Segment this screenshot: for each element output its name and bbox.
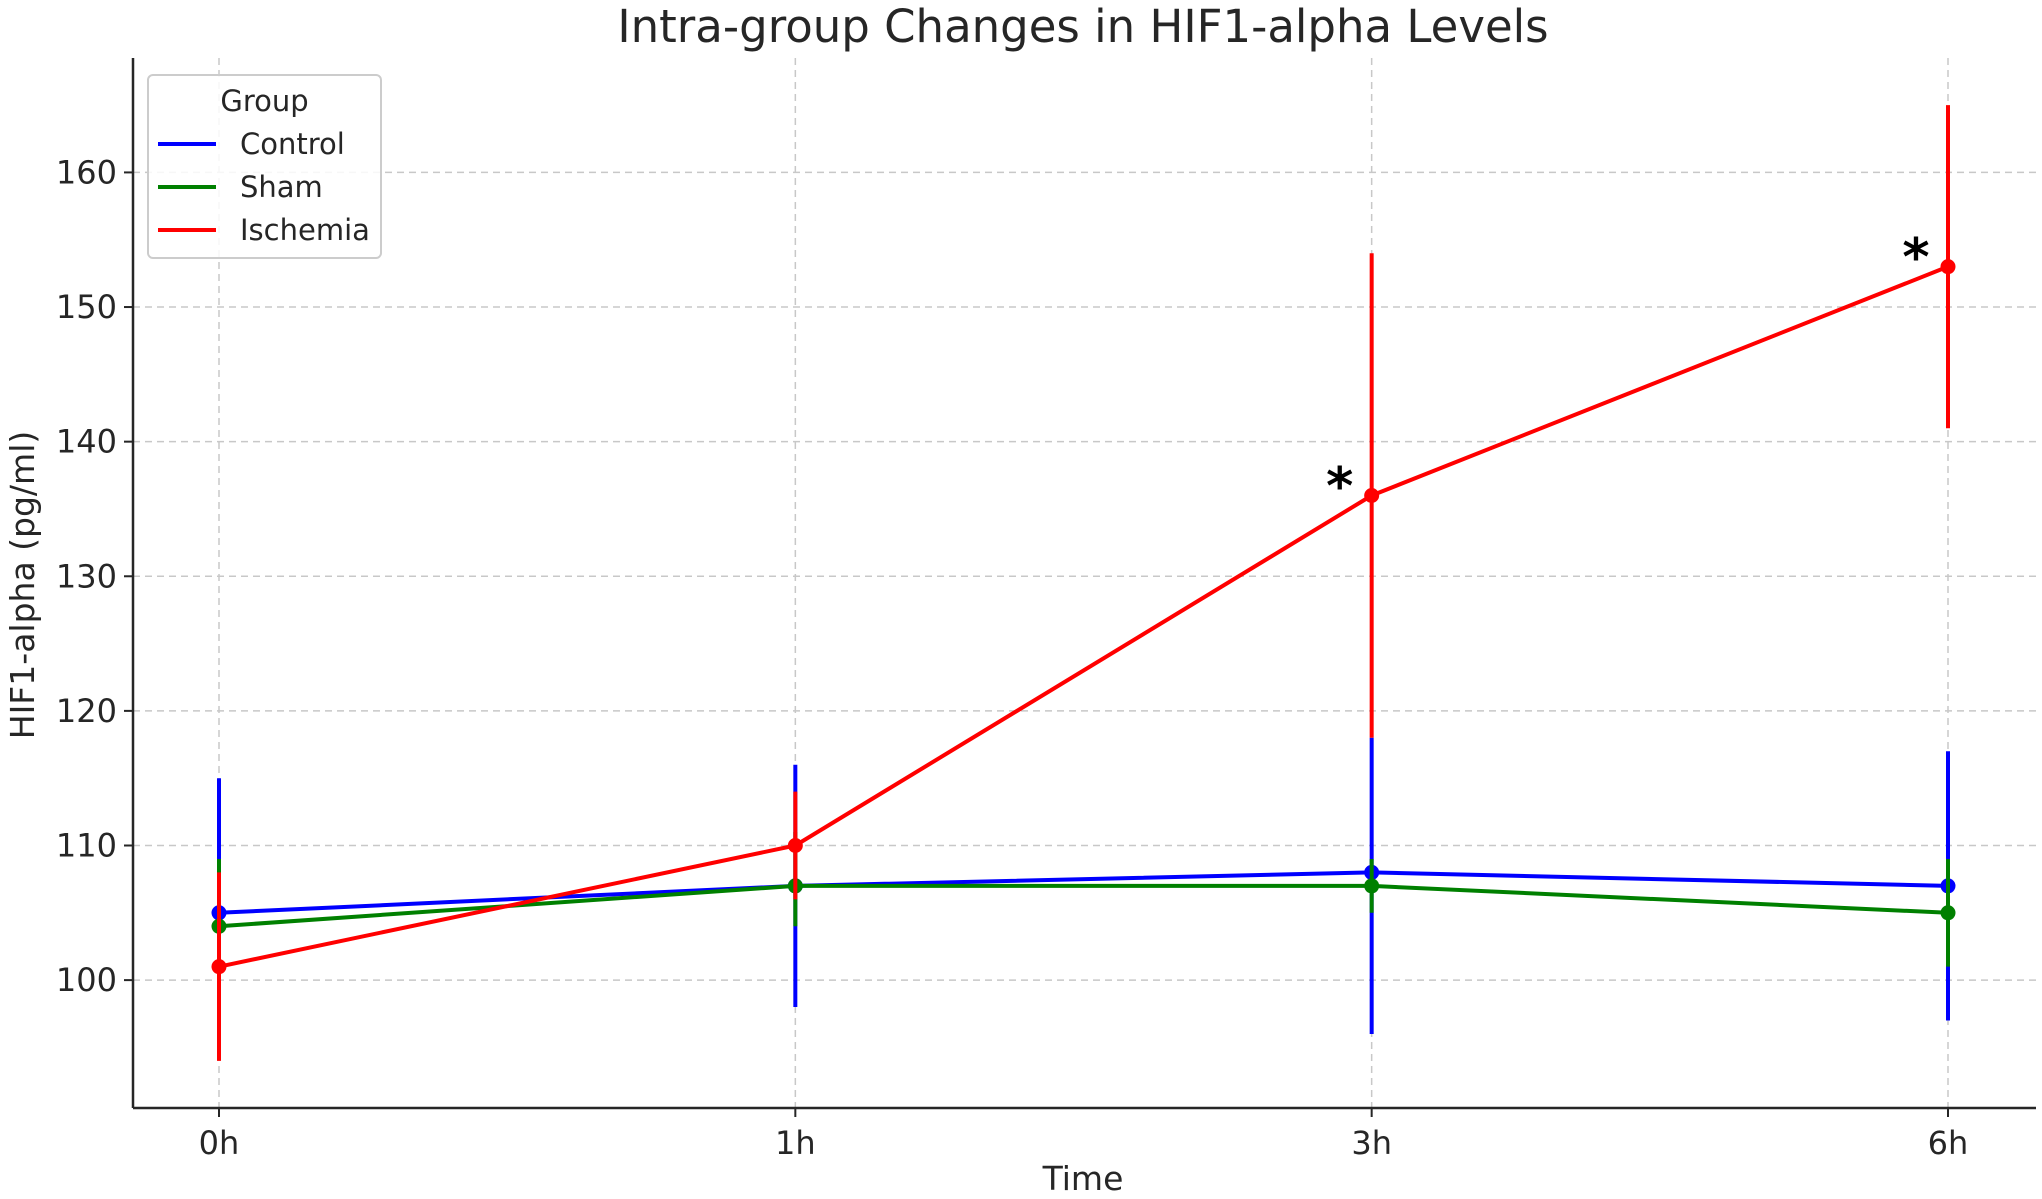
annotations: ** — [1326, 228, 1930, 517]
legend-label: Control — [240, 127, 345, 161]
legend-label: Sham — [240, 170, 323, 204]
y-tick-label: 140 — [56, 423, 117, 461]
x-tick-label: 3h — [1351, 1124, 1392, 1162]
x-axis-label: Time — [1042, 1159, 1124, 1198]
series-ischemia — [211, 105, 1956, 1061]
series-line — [218, 264, 1949, 969]
legend-label: Ischemia — [240, 213, 370, 247]
series-line — [218, 883, 1949, 929]
series-control — [211, 737, 1956, 1048]
x-tick-label: 0h — [199, 1124, 240, 1162]
x-tick-label: 6h — [1928, 1124, 1969, 1162]
legend-box — [147, 74, 382, 259]
data-point — [1364, 878, 1380, 894]
x-tick-label: 1h — [775, 1124, 816, 1162]
legend: Group Control Sham Ischemia — [147, 74, 382, 259]
series-group — [211, 105, 1956, 1061]
chart-title: Intra-group Changes in HIF1-alpha Levels — [617, 0, 1548, 53]
y-tick-label: 110 — [56, 827, 117, 865]
data-point — [1940, 259, 1956, 275]
y-tick-label: 150 — [56, 288, 117, 326]
series-line — [218, 870, 1949, 915]
data-point — [1940, 905, 1956, 921]
y-axis-label: HIF1-alpha (pg/ml) — [3, 431, 42, 739]
data-point — [1364, 488, 1380, 503]
legend-title: Group — [220, 84, 308, 118]
grid-lines — [133, 58, 2036, 1108]
significance-marker: * — [1326, 457, 1353, 517]
axes: 100 110 120 130 140 150 160 0h 1h 3h 6h — [56, 58, 2036, 1162]
data-point — [211, 959, 227, 975]
y-tick-label: 100 — [56, 961, 117, 999]
y-tick-label: 120 — [56, 692, 117, 730]
y-tick-label: 130 — [56, 557, 117, 595]
data-point — [787, 838, 803, 853]
significance-marker: * — [1902, 228, 1929, 288]
y-tick-label: 160 — [56, 153, 117, 191]
